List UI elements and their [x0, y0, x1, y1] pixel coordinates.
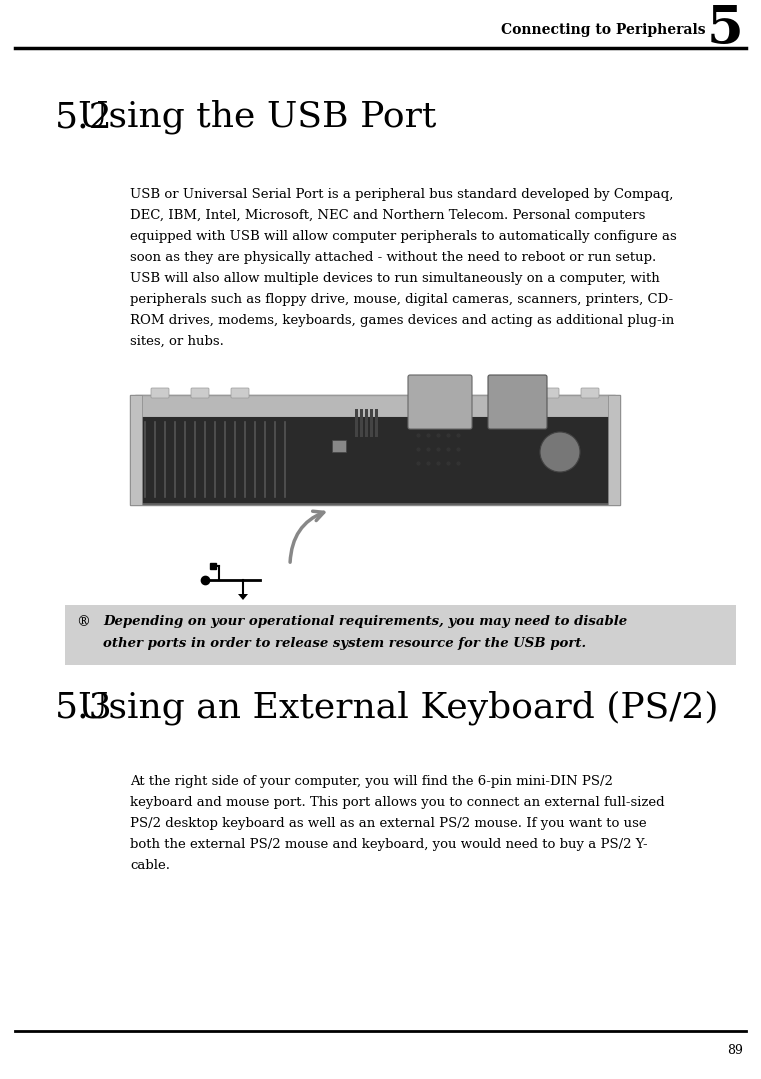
Text: equipped with USB will allow computer peripherals to automatically configure as: equipped with USB will allow computer pe…	[130, 230, 677, 243]
Text: USB will also allow multiple devices to run simultaneously on a computer, with: USB will also allow multiple devices to …	[130, 272, 660, 285]
Text: cable.: cable.	[130, 859, 170, 872]
FancyBboxPatch shape	[191, 388, 209, 398]
Text: Using an External Keyboard (PS/2): Using an External Keyboard (PS/2)	[55, 689, 718, 725]
Circle shape	[540, 432, 580, 472]
Text: sites, or hubs.: sites, or hubs.	[130, 334, 224, 349]
FancyBboxPatch shape	[501, 388, 519, 398]
Text: 89: 89	[727, 1044, 743, 1057]
Bar	[332, 440, 346, 452]
Text: USB or Universal Serial Port is a peripheral bus standard developed by Compaq,: USB or Universal Serial Port is a periph…	[130, 188, 673, 201]
Bar	[375, 409, 378, 437]
FancyBboxPatch shape	[151, 388, 169, 398]
Text: 5.2: 5.2	[55, 100, 113, 134]
Text: PS/2 desktop keyboard as well as an external PS/2 mouse. If you want to use: PS/2 desktop keyboard as well as an exte…	[130, 817, 647, 830]
Text: 5.3: 5.3	[55, 689, 113, 724]
Bar	[370, 409, 373, 437]
FancyBboxPatch shape	[581, 388, 599, 398]
Text: Depending on your operational requirements, you may need to disable: Depending on your operational requiremen…	[103, 615, 627, 628]
Bar	[365, 409, 368, 437]
Bar	[135, 416, 615, 503]
Text: 5: 5	[706, 2, 743, 54]
Text: both the external PS/2 mouse and keyboard, you would need to buy a PS/2 Y-: both the external PS/2 mouse and keyboar…	[130, 838, 648, 851]
Text: ROM drives, modems, keyboards, games devices and acting as additional plug-in: ROM drives, modems, keyboards, games dev…	[130, 314, 674, 327]
Text: other ports in order to release system resource for the USB port.: other ports in order to release system r…	[103, 637, 586, 650]
Text: ®: ®	[76, 615, 90, 629]
Bar	[360, 409, 363, 437]
Text: Connecting to Peripherals: Connecting to Peripherals	[501, 23, 706, 37]
Bar	[608, 395, 620, 505]
Text: Using the USB Port: Using the USB Port	[55, 100, 436, 135]
FancyBboxPatch shape	[231, 388, 249, 398]
FancyBboxPatch shape	[488, 375, 547, 429]
Bar	[135, 395, 615, 416]
FancyBboxPatch shape	[541, 388, 559, 398]
FancyBboxPatch shape	[408, 375, 472, 429]
Text: DEC, IBM, Intel, Microsoft, NEC and Northern Telecom. Personal computers: DEC, IBM, Intel, Microsoft, NEC and Nort…	[130, 209, 645, 222]
Text: keyboard and mouse port. This port allows you to connect an external full-sized: keyboard and mouse port. This port allow…	[130, 796, 664, 809]
Bar	[355, 409, 358, 437]
Polygon shape	[238, 595, 248, 600]
Text: peripherals such as floppy drive, mouse, digital cameras, scanners, printers, CD: peripherals such as floppy drive, mouse,…	[130, 293, 673, 306]
Text: soon as they are physically attached - without the need to reboot or run setup.: soon as they are physically attached - w…	[130, 251, 656, 264]
Bar	[130, 395, 142, 505]
Bar	[65, 605, 736, 665]
Text: At the right side of your computer, you will find the 6-pin mini-DIN PS/2: At the right side of your computer, you …	[130, 775, 613, 788]
Bar	[130, 395, 620, 505]
